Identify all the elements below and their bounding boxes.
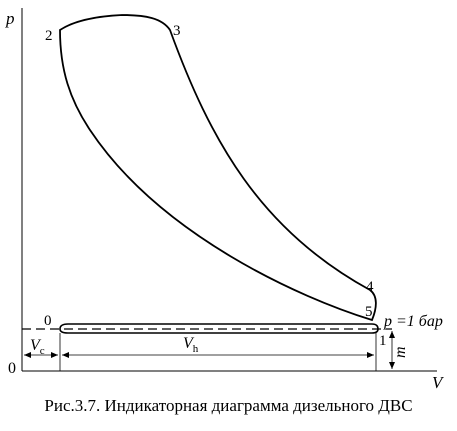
origin-label: 0: [8, 360, 16, 377]
point-2-label: 2: [45, 28, 53, 44]
vc-label: Vc: [30, 337, 45, 357]
point-0-label: 0: [44, 313, 52, 329]
vc-arrow-left: [24, 352, 31, 358]
m-arrow-bottom: [389, 362, 395, 369]
vh-label-main: V: [183, 335, 195, 352]
vh-label-sub: h: [193, 343, 199, 355]
vh-label: Vh: [183, 335, 199, 355]
pressure-line-label: p =1 бар: [383, 313, 443, 330]
point-4-label: 4: [366, 279, 374, 295]
point-1-label: 1: [379, 333, 387, 349]
pressure-line-text: p =1 бар: [383, 313, 443, 330]
m-label: m: [392, 346, 409, 358]
vh-arrow-left: [62, 352, 69, 358]
point-5-label: 5: [365, 304, 373, 320]
point-3-label: 3: [173, 23, 181, 39]
figure-caption: Рис.3.7. Индикаторная диаграмма дизельно…: [44, 396, 413, 415]
vc-label-main: V: [30, 337, 42, 354]
vc-label-sub: c: [40, 345, 45, 357]
vc-arrow-right: [51, 352, 58, 358]
x-axis-label: V: [432, 373, 445, 392]
indicator-diagram: p V 0 2 3 4 5 0 1 p =1 бар Vc Vh m: [5, 8, 445, 392]
vh-arrow-right: [367, 352, 374, 358]
m-arrow-top: [389, 331, 395, 338]
cycle-curve: [59, 14, 377, 322]
intake-exhaust-loop: [59, 323, 379, 334]
y-axis-label: p: [5, 9, 15, 28]
